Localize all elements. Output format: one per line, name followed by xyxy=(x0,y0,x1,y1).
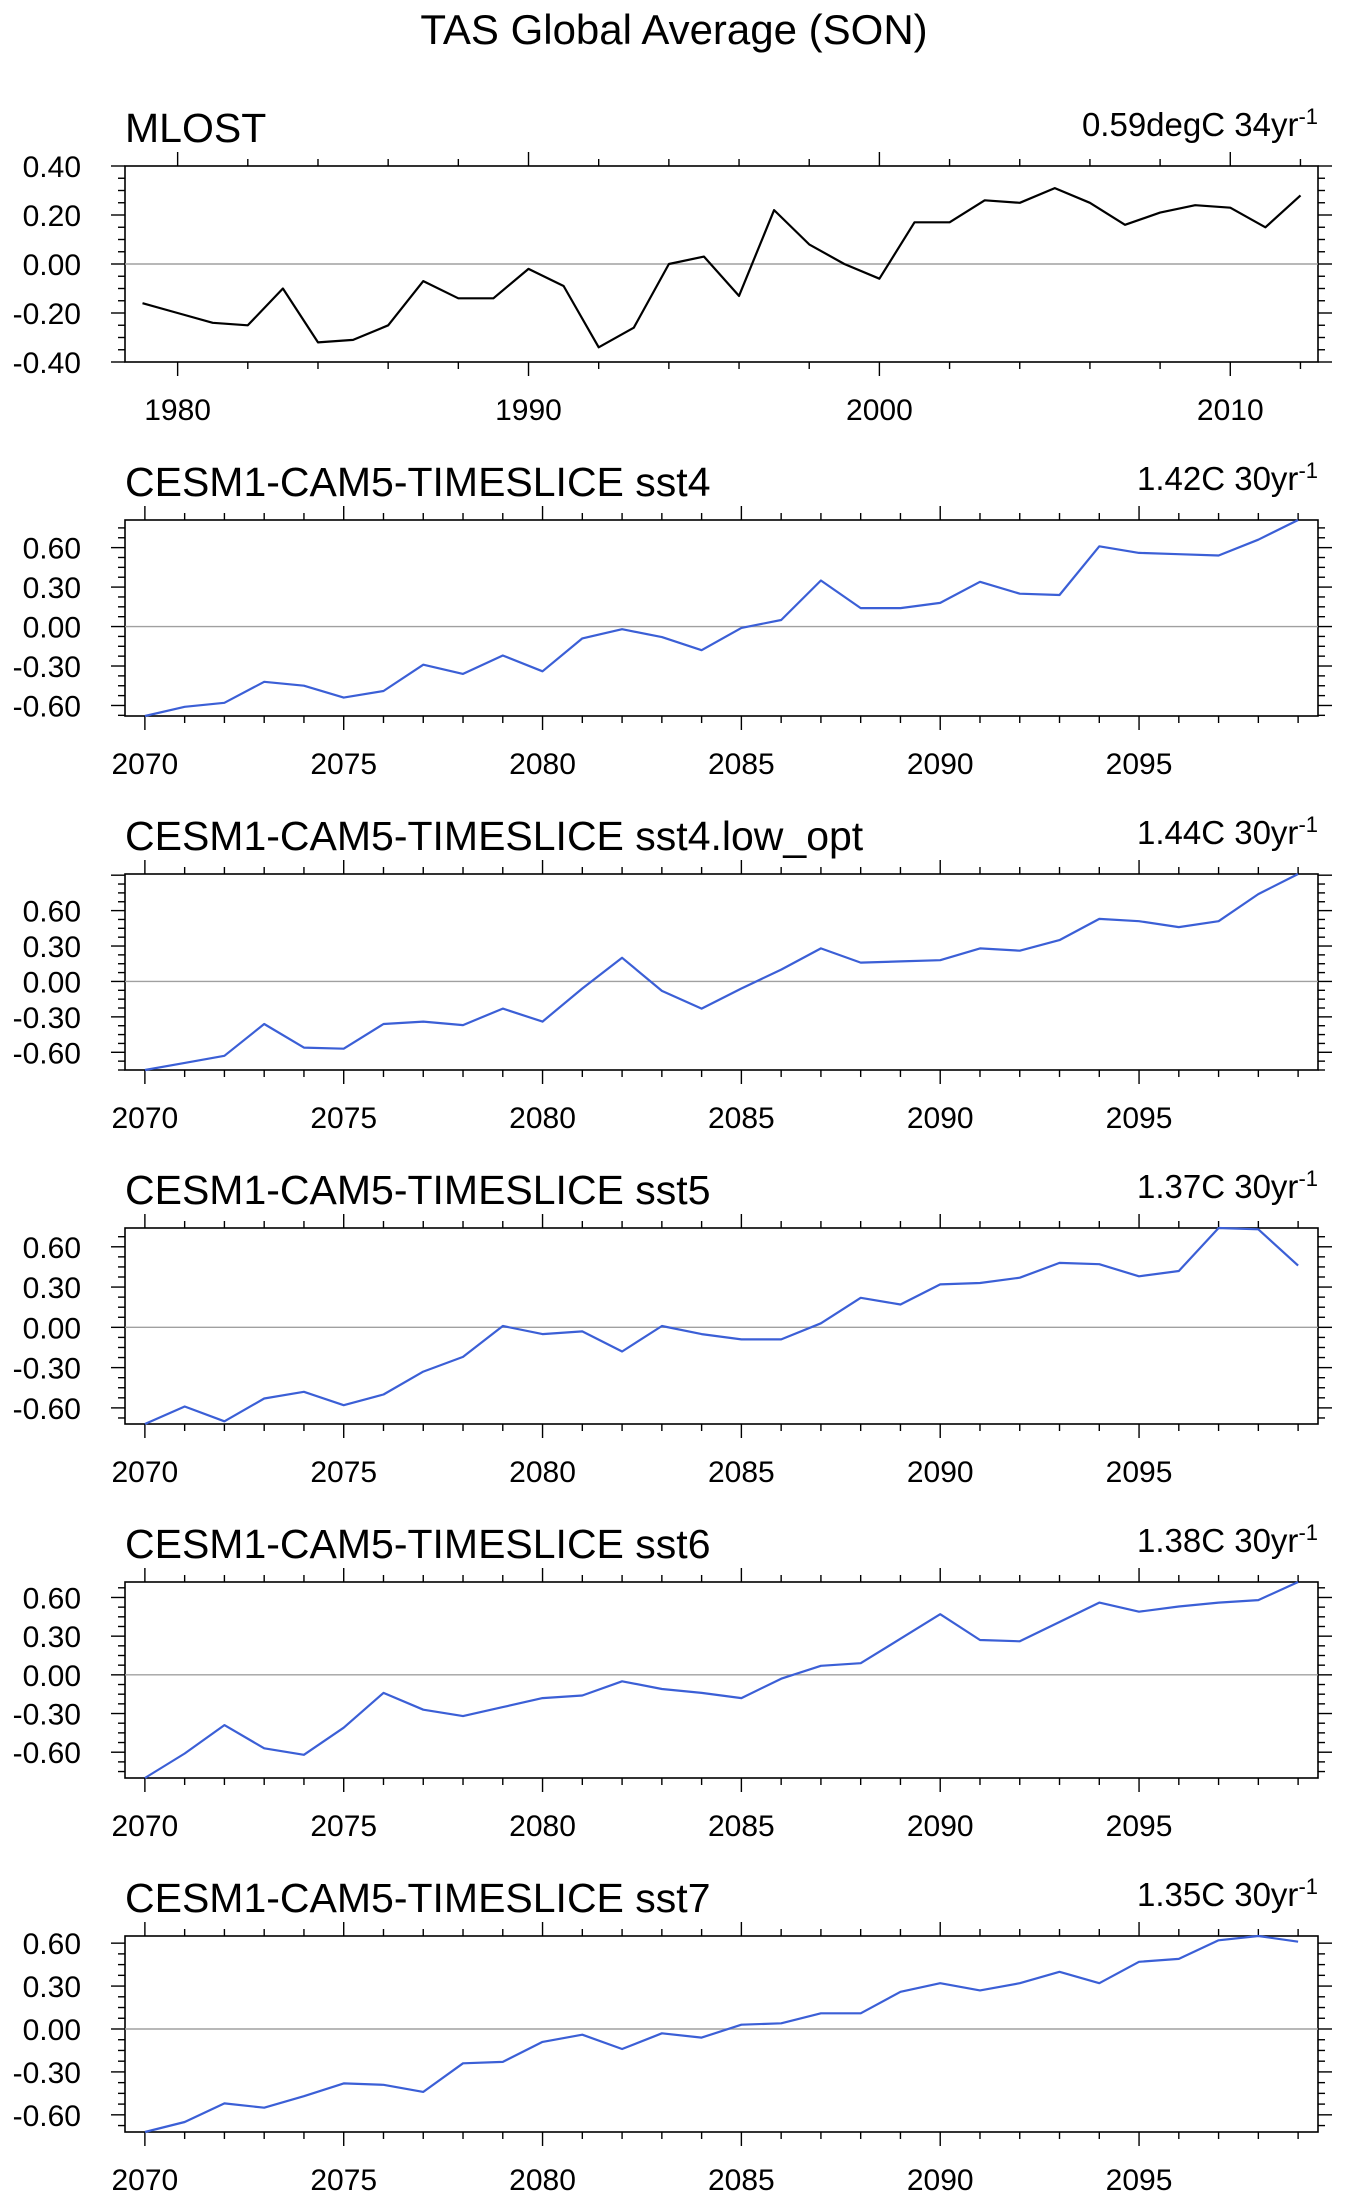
y-tick-label: 0.60 xyxy=(23,1928,81,1961)
chart-panel-4: CESM1-CAM5-TIMESLICE sst6 1.38C 30yr-1 207… xyxy=(13,1520,1332,1843)
y-tick-label: 0.00 xyxy=(23,2014,81,2047)
x-tick-label: 2095 xyxy=(1106,1810,1173,1843)
x-tick-label: 2080 xyxy=(509,1102,576,1135)
y-tick-label: -0.60 xyxy=(13,690,81,723)
figure-title: TAS Global Average (SON) xyxy=(420,6,927,53)
x-tick-label: 2080 xyxy=(509,2164,576,2197)
y-tick-label: -0.60 xyxy=(13,2100,81,2133)
x-tick-label: 2075 xyxy=(310,748,377,781)
y-tick-label: -0.60 xyxy=(13,1037,81,1070)
panel-title: MLOST xyxy=(125,105,266,151)
x-tick-label: 2070 xyxy=(112,2164,179,2197)
y-tick-label: 0.30 xyxy=(23,1272,81,1305)
plot-frame xyxy=(124,873,1319,1071)
x-tick-label: 2080 xyxy=(509,1456,576,1489)
x-tick-label: 2085 xyxy=(708,1810,775,1843)
y-tick-label: 0.30 xyxy=(23,931,81,964)
x-tick-label: 2095 xyxy=(1106,748,1173,781)
x-tick-label: 2070 xyxy=(112,1810,179,1843)
trend-label: 0.59degC 34yr-1 xyxy=(1082,104,1318,143)
x-tick-label: 2095 xyxy=(1106,1102,1173,1135)
y-tick-label: -0.20 xyxy=(13,298,81,331)
series-line-4-0 xyxy=(144,1580,1299,1779)
chart-panel-1: CESM1-CAM5-TIMESLICE sst4 1.42C 30yr-1 207… xyxy=(13,458,1332,781)
y-tick-label: -0.60 xyxy=(13,1393,81,1426)
x-tick-label: 2075 xyxy=(310,2164,377,2197)
y-tick-label: 0.00 xyxy=(23,249,81,282)
chart-panel-2: CESM1-CAM5-TIMESLICE sst4.low_opt 1.44C 3… xyxy=(13,812,1332,1135)
panels: MLOST 0.59degC 34yr-1 1980 1990 2000 2010 -0.4… xyxy=(13,104,1332,2197)
panel-title: CESM1-CAM5-TIMESLICE sst7 xyxy=(125,1875,711,1921)
y-tick-label: 0.00 xyxy=(23,1660,81,1693)
x-tick-label: 2090 xyxy=(907,1102,974,1135)
x-tick-label: 2010 xyxy=(1197,394,1264,427)
panel-title: CESM1-CAM5-TIMESLICE sst5 xyxy=(125,1167,711,1213)
y-tick-label: 0.30 xyxy=(23,1971,81,2004)
trend-label: 1.35C 30yr-1 xyxy=(1137,1874,1318,1913)
y-tick-label: 0.20 xyxy=(23,200,81,233)
x-tick-label: 1980 xyxy=(144,394,211,427)
y-tick-label: 0.00 xyxy=(23,966,81,999)
y-tick-label: -0.40 xyxy=(13,347,81,380)
y-tick-label: -0.30 xyxy=(13,651,81,684)
y-tick-label: 0.00 xyxy=(23,612,81,645)
y-tick-label: -0.30 xyxy=(13,1002,81,1035)
series-line-2-0 xyxy=(144,873,1299,1072)
x-tick-label: 2075 xyxy=(310,1810,377,1843)
y-tick-label: -0.30 xyxy=(13,1353,81,1386)
chart-panel-5: CESM1-CAM5-TIMESLICE sst7 1.35C 30yr-1 207… xyxy=(13,1874,1332,2197)
trend-label: 1.42C 30yr-1 xyxy=(1137,458,1318,497)
x-tick-label: 2085 xyxy=(708,1456,775,1489)
y-tick-label: 0.40 xyxy=(23,151,81,184)
x-tick-label: 2070 xyxy=(112,1456,179,1489)
x-tick-label: 2075 xyxy=(310,1102,377,1135)
trend-label: 1.44C 30yr-1 xyxy=(1137,812,1318,851)
panel-title: CESM1-CAM5-TIMESLICE sst4 xyxy=(125,459,711,505)
x-tick-label: 2085 xyxy=(708,2164,775,2197)
x-tick-label: 2090 xyxy=(907,748,974,781)
y-tick-label: 0.60 xyxy=(23,1582,81,1615)
x-tick-label: 2080 xyxy=(509,748,576,781)
x-tick-label: 2080 xyxy=(509,1810,576,1843)
plot-frame xyxy=(124,519,1319,717)
series-line-1-0 xyxy=(144,519,1299,718)
x-tick-label: 2075 xyxy=(310,1456,377,1489)
y-tick-label: 0.30 xyxy=(23,572,81,605)
y-tick-label: 0.60 xyxy=(23,1232,81,1265)
y-tick-label: -0.60 xyxy=(13,1737,81,1770)
y-tick-label: 0.60 xyxy=(23,533,81,566)
panel-title: CESM1-CAM5-TIMESLICE sst4.low_opt xyxy=(125,813,864,859)
x-tick-label: 2085 xyxy=(708,748,775,781)
plot-frame xyxy=(124,1227,1319,1425)
x-tick-label: 2070 xyxy=(112,748,179,781)
panel-title: CESM1-CAM5-TIMESLICE sst6 xyxy=(125,1521,711,1567)
trend-label: 1.38C 30yr-1 xyxy=(1137,1520,1318,1559)
plot-frame xyxy=(124,1935,1319,2133)
y-tick-label: 0.30 xyxy=(23,1621,81,1654)
series-line-0-0 xyxy=(142,187,1302,349)
plot-frame xyxy=(124,1581,1319,1779)
x-tick-label: 2090 xyxy=(907,1810,974,1843)
y-tick-label: -0.30 xyxy=(13,1699,81,1732)
x-tick-label: 2095 xyxy=(1106,2164,1173,2197)
series-line-5-0 xyxy=(144,1934,1299,2134)
x-tick-label: 1990 xyxy=(495,394,562,427)
chart-panel-0: MLOST 0.59degC 34yr-1 1980 1990 2000 2010 -0.4… xyxy=(13,104,1332,427)
x-tick-label: 2095 xyxy=(1106,1456,1173,1489)
trend-label: 1.37C 30yr-1 xyxy=(1137,1166,1318,1205)
x-tick-label: 2085 xyxy=(708,1102,775,1135)
x-tick-label: 2090 xyxy=(907,2164,974,2197)
x-tick-label: 2000 xyxy=(846,394,913,427)
chart-panel-3: CESM1-CAM5-TIMESLICE sst5 1.37C 30yr-1 207… xyxy=(13,1166,1332,1489)
y-tick-label: 0.00 xyxy=(23,1312,81,1345)
x-tick-label: 2070 xyxy=(112,1102,179,1135)
y-tick-label: -0.30 xyxy=(13,2057,81,2090)
x-tick-label: 2090 xyxy=(907,1456,974,1489)
series-line-3-0 xyxy=(144,1226,1299,1426)
y-tick-label: 0.60 xyxy=(23,896,81,929)
